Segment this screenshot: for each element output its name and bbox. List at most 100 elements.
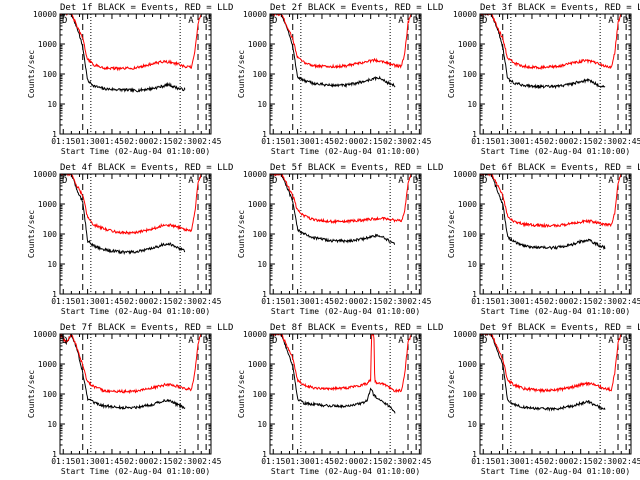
x-tick-label: 02:15 bbox=[569, 137, 593, 146]
x-tick-label: 02:45 bbox=[407, 137, 431, 146]
plot-area bbox=[60, 174, 207, 294]
y-tick-label: 1000 bbox=[248, 360, 267, 369]
y-tick-label: 10000 bbox=[243, 170, 267, 179]
series-line-events bbox=[270, 174, 395, 245]
series-line-events bbox=[60, 334, 186, 411]
series-line-lld bbox=[270, 14, 412, 70]
x-tick-label: 02:45 bbox=[617, 457, 640, 466]
x-tick-label: 01:30 bbox=[496, 457, 520, 466]
x-tick-label: 02:00 bbox=[334, 137, 358, 146]
x-tick-label: 02:00 bbox=[124, 297, 148, 306]
x-tick-label: 01:45 bbox=[520, 137, 544, 146]
x-tick-label: 02:00 bbox=[544, 297, 568, 306]
corner-mark: D bbox=[482, 16, 487, 26]
x-axis-label: Start Time (02-Aug-04 01:10:00) bbox=[481, 307, 630, 316]
x-tick-label: 01:15 bbox=[471, 297, 495, 306]
chart-title: Det 2f BLACK = Events, RED = LLD bbox=[270, 3, 443, 13]
y-tick-label: 100 bbox=[463, 390, 478, 399]
series-line-events bbox=[270, 334, 396, 414]
x-tick-label: 01:45 bbox=[100, 137, 124, 146]
x-axis-label: Start Time (02-Aug-04 01:10:00) bbox=[61, 467, 210, 476]
x-tick-label: 01:30 bbox=[76, 457, 100, 466]
series-line-events bbox=[480, 174, 606, 251]
x-tick-label: 02:00 bbox=[124, 457, 148, 466]
corner-mark: A bbox=[188, 336, 194, 346]
y-tick-label: 1 bbox=[52, 130, 57, 139]
y-tick-label: 100 bbox=[253, 230, 268, 239]
x-tick-label: 02:45 bbox=[197, 297, 221, 306]
x-tick-label: 02:00 bbox=[544, 137, 568, 146]
x-tick-label: 02:45 bbox=[197, 457, 221, 466]
chart-title: Det 6f BLACK = Events, RED = LLD bbox=[480, 163, 640, 173]
x-tick-label: 02:15 bbox=[359, 297, 383, 306]
x-tick-label: 02:45 bbox=[407, 457, 431, 466]
series-line-events bbox=[60, 14, 186, 93]
corner-mark: A bbox=[608, 16, 614, 26]
y-axis-label: Counts/sec bbox=[447, 50, 456, 98]
x-tick-label: 02:00 bbox=[334, 457, 358, 466]
y-tick-label: 10 bbox=[47, 260, 57, 269]
x-axis-label: Start Time (02-Aug-04 01:10:00) bbox=[481, 467, 630, 476]
x-tick-label: 02:00 bbox=[544, 457, 568, 466]
x-tick-label: 01:15 bbox=[51, 137, 75, 146]
y-tick-label: 10 bbox=[257, 420, 267, 429]
corner-mark: A bbox=[398, 16, 404, 26]
x-tick-label: 02:15 bbox=[569, 297, 593, 306]
x-tick-label: 02:30 bbox=[383, 137, 407, 146]
x-tick-label: 01:15 bbox=[51, 297, 75, 306]
y-axis-label: Counts/sec bbox=[27, 210, 36, 258]
x-tick-label: 02:30 bbox=[173, 137, 197, 146]
x-tick-label: 01:45 bbox=[100, 297, 124, 306]
chart-title: Det 1f BLACK = Events, RED = LLD bbox=[60, 3, 233, 13]
chart-panel-1: Det 1f BLACK = Events, RED = LLD 01:15 01:… bbox=[27, 3, 233, 156]
y-tick-label: 1 bbox=[472, 290, 477, 299]
y-tick-label: 10 bbox=[47, 100, 57, 109]
y-tick-label: 100 bbox=[43, 390, 58, 399]
corner-mark: A bbox=[608, 336, 614, 346]
plot-area bbox=[60, 14, 207, 134]
y-axis-label: Counts/sec bbox=[27, 370, 36, 418]
x-tick-label: 02:15 bbox=[359, 457, 383, 466]
y-tick-label: 1 bbox=[52, 290, 57, 299]
series-line-events bbox=[60, 174, 186, 255]
x-axis-label: Start Time (02-Aug-04 01:10:00) bbox=[271, 307, 420, 316]
x-tick-label: 01:15 bbox=[471, 137, 495, 146]
plot-area bbox=[270, 14, 417, 134]
y-tick-label: 1 bbox=[52, 450, 57, 459]
y-tick-label: 1 bbox=[472, 130, 477, 139]
x-tick-label: 01:30 bbox=[286, 297, 310, 306]
y-tick-label: 1 bbox=[262, 450, 267, 459]
x-tick-label: 01:30 bbox=[496, 297, 520, 306]
x-tick-label: 01:45 bbox=[100, 457, 124, 466]
x-tick-label: 02:30 bbox=[593, 457, 617, 466]
corner-mark: D bbox=[413, 176, 418, 186]
x-axis-label: Start Time (02-Aug-04 01:10:00) bbox=[271, 147, 420, 156]
chart-title: Det 8f BLACK = Events, RED = LLD bbox=[270, 323, 443, 333]
x-tick-label: 02:00 bbox=[334, 297, 358, 306]
plot-area bbox=[60, 334, 207, 454]
x-axis-label: Start Time (02-Aug-04 01:10:00) bbox=[271, 467, 420, 476]
corner-mark: A bbox=[398, 336, 404, 346]
x-tick-label: 02:30 bbox=[383, 297, 407, 306]
corner-mark: D bbox=[413, 16, 418, 26]
x-axis-label: Start Time (02-Aug-04 01:10:00) bbox=[61, 307, 210, 316]
series-line-lld bbox=[270, 334, 412, 393]
y-tick-label: 10000 bbox=[453, 170, 477, 179]
series-line-lld bbox=[480, 334, 622, 394]
y-tick-label: 1000 bbox=[248, 40, 267, 49]
y-axis-label: Counts/sec bbox=[237, 370, 246, 418]
plot-area bbox=[480, 14, 627, 134]
y-tick-label: 10000 bbox=[453, 330, 477, 339]
x-tick-label: 01:45 bbox=[310, 457, 334, 466]
corner-mark: D bbox=[203, 176, 208, 186]
chart-title: Det 7f BLACK = Events, RED = LLD bbox=[60, 323, 233, 333]
corner-mark: D bbox=[203, 336, 208, 346]
corner-mark: D bbox=[272, 336, 277, 346]
x-tick-label: 01:15 bbox=[261, 137, 285, 146]
y-tick-label: 1 bbox=[472, 450, 477, 459]
corner-mark: D bbox=[413, 336, 418, 346]
y-tick-label: 1000 bbox=[38, 200, 57, 209]
